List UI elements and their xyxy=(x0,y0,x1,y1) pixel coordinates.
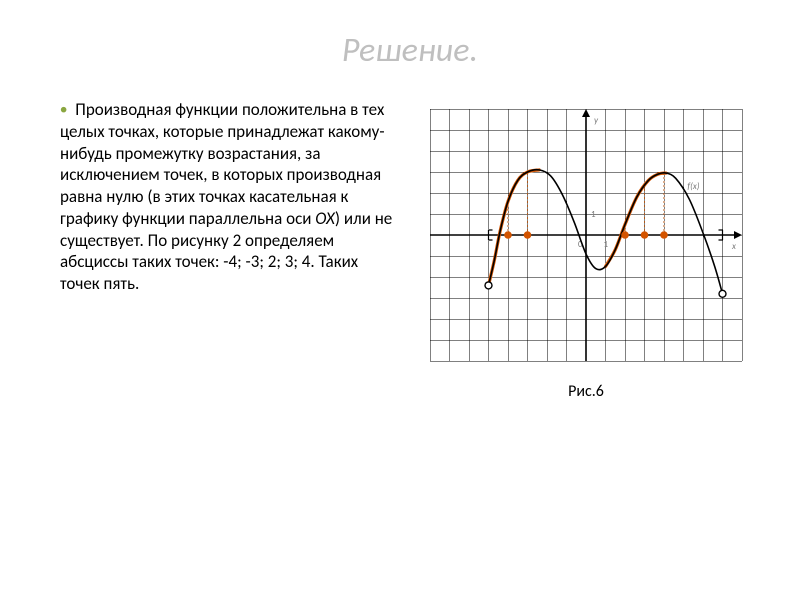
chart: 011xyf(x) xyxy=(426,105,746,370)
slide: Решение. Производная функции положительн… xyxy=(0,0,800,600)
chart-column: 011xyf(x) Рис.6 xyxy=(412,99,760,401)
svg-text:f(x): f(x) xyxy=(687,181,699,192)
list-item: Производная функции положительна в тех ц… xyxy=(60,99,400,295)
body-text: Производная функции положительна в тех ц… xyxy=(60,99,392,294)
svg-text:1: 1 xyxy=(591,209,596,220)
content-row: Производная функции положительна в тех ц… xyxy=(60,99,760,401)
svg-text:1: 1 xyxy=(604,239,609,250)
svg-text:x: x xyxy=(731,241,736,252)
text-column: Производная функции положительна в тех ц… xyxy=(60,99,400,295)
chart-svg: 011xyf(x) xyxy=(426,105,746,365)
bullet-list: Производная функции положительна в тех ц… xyxy=(60,99,400,295)
chart-caption: Рис.6 xyxy=(568,382,604,401)
slide-title: Решение. xyxy=(60,30,760,71)
